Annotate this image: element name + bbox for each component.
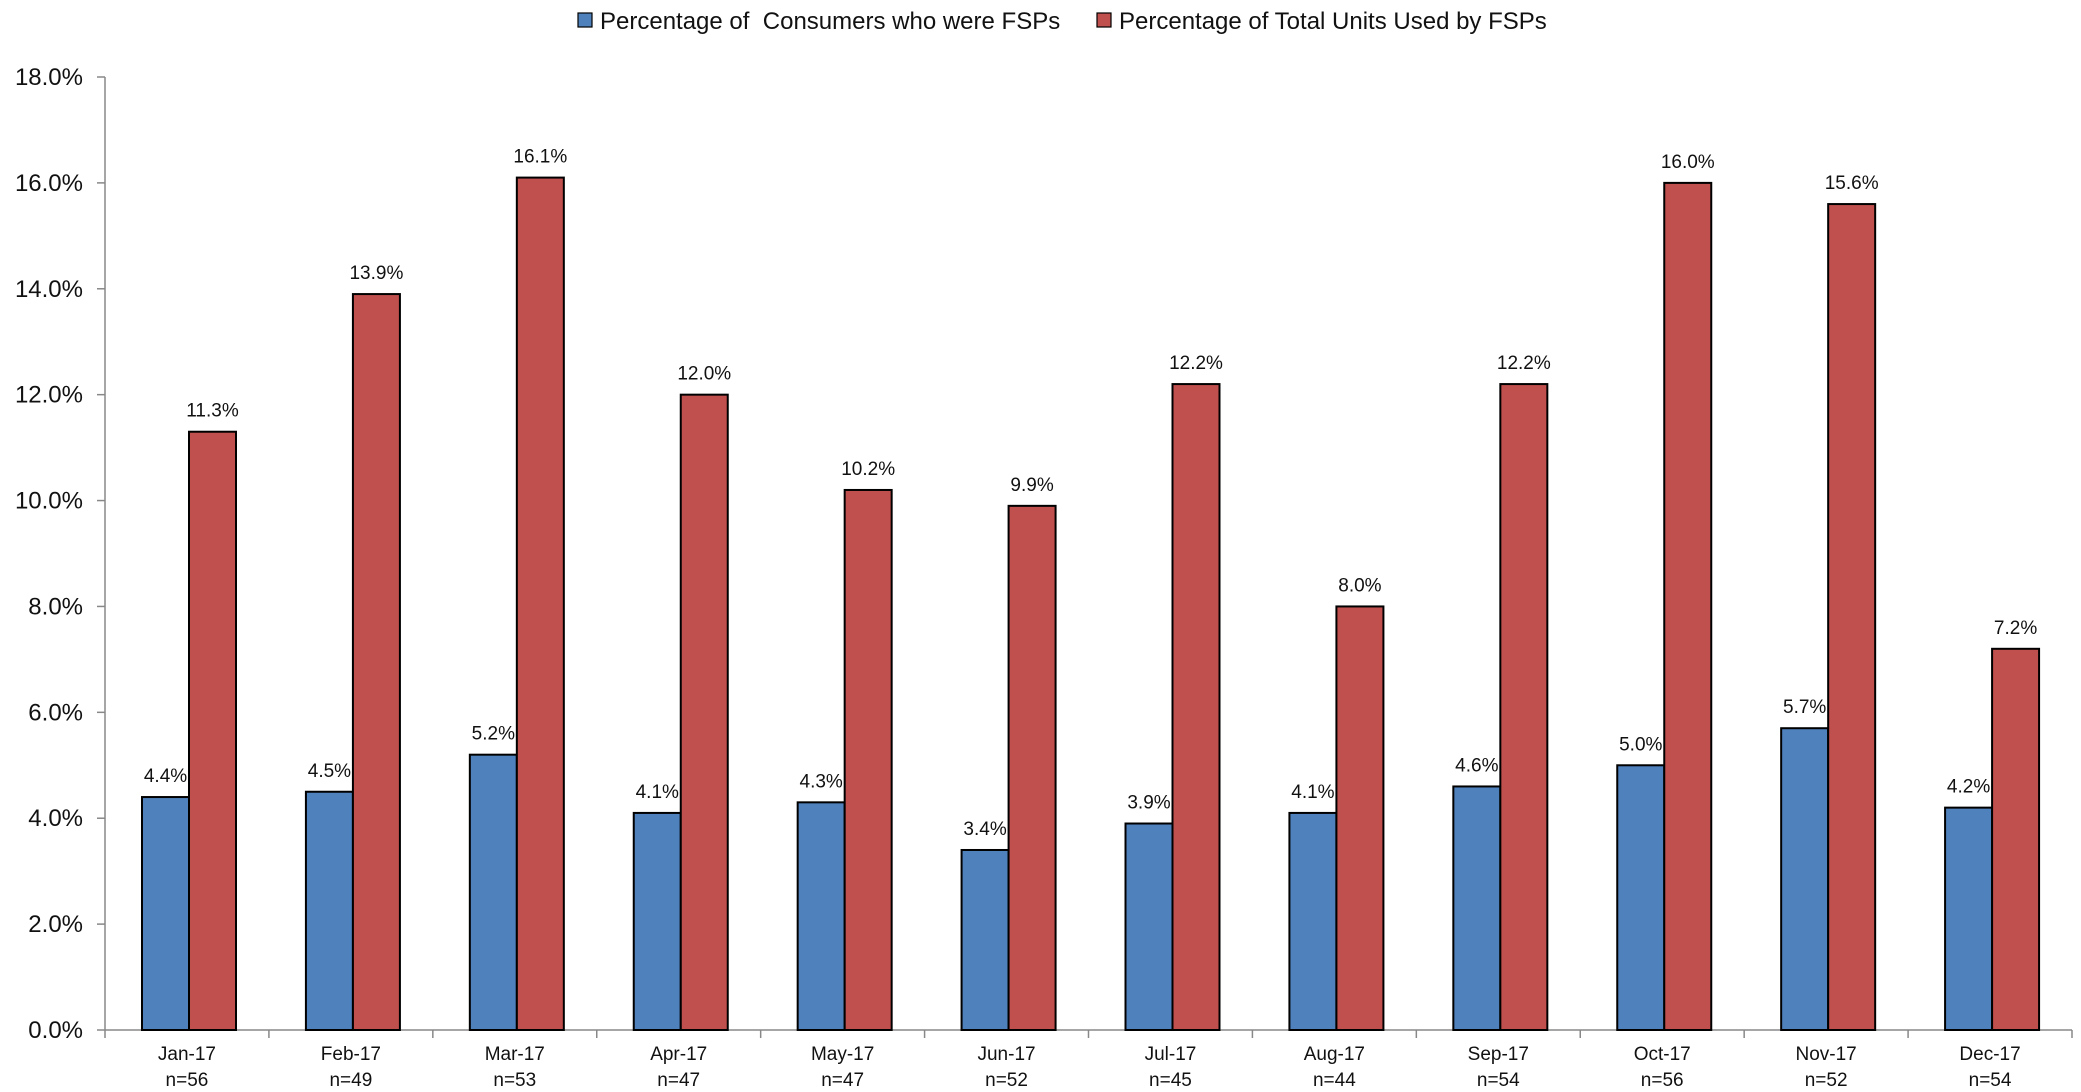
y-tick-label: 16.0% xyxy=(15,170,83,197)
x-category-sublabel: n=45 xyxy=(1149,1070,1192,1091)
bar-units xyxy=(1335,605,1385,1031)
x-category-sublabel: n=56 xyxy=(1641,1070,1684,1091)
bar-units xyxy=(1499,383,1549,1032)
bars xyxy=(141,176,2041,1032)
bar-consumers xyxy=(1616,764,1666,1031)
bar-units xyxy=(843,488,893,1031)
x-category-label: Nov-17 xyxy=(1796,1044,1857,1065)
x-category-label: Dec-17 xyxy=(1959,1044,2020,1065)
x-category-sublabel: n=47 xyxy=(821,1070,864,1091)
x-category-label: Oct-17 xyxy=(1634,1044,1691,1065)
bar-consumers xyxy=(1944,806,1994,1032)
data-label: 8.0% xyxy=(1338,575,1381,596)
data-label: 4.6% xyxy=(1455,755,1498,776)
bar-consumers xyxy=(1288,811,1338,1032)
x-category-label: Feb-17 xyxy=(321,1044,381,1065)
data-label: 4.3% xyxy=(800,771,843,792)
x-category-sublabel: n=44 xyxy=(1313,1070,1356,1091)
bar-consumers xyxy=(796,801,846,1031)
x-category-label: May-17 xyxy=(811,1044,874,1065)
x-category-label: Jul-17 xyxy=(1145,1044,1197,1065)
data-label: 5.0% xyxy=(1619,734,1662,755)
bar-consumers xyxy=(1780,727,1830,1031)
bar-units xyxy=(1991,647,2041,1031)
bar-units xyxy=(1663,181,1713,1031)
data-label: 7.2% xyxy=(1994,618,2037,639)
y-tick-label: 4.0% xyxy=(28,805,83,832)
y-tick-label: 18.0% xyxy=(15,64,83,91)
bar-consumers xyxy=(141,796,190,1031)
legend: Percentage of Consumers who were FSPs Per… xyxy=(577,8,1547,35)
y-tick-label: 6.0% xyxy=(28,699,83,726)
legend-swatch-units xyxy=(1096,12,1112,28)
bar-units xyxy=(1007,504,1057,1032)
y-tick-label: 8.0% xyxy=(28,593,83,620)
data-label: 4.1% xyxy=(1291,782,1334,803)
data-label: 4.4% xyxy=(144,766,187,787)
data-label: 15.6% xyxy=(1825,173,1879,194)
y-tick-label: 0.0% xyxy=(28,1017,83,1044)
data-label: 12.0% xyxy=(677,364,731,385)
y-tick-label: 14.0% xyxy=(15,276,83,303)
data-label: 5.7% xyxy=(1783,697,1826,718)
x-category-sublabel: n=52 xyxy=(1805,1070,1848,1091)
bar-consumers xyxy=(1124,822,1174,1031)
bar-consumers xyxy=(304,790,354,1031)
y-tick-label: 2.0% xyxy=(28,911,83,938)
x-category-sublabel: n=47 xyxy=(657,1070,700,1091)
data-label: 3.4% xyxy=(963,819,1006,840)
bar-units xyxy=(188,430,237,1031)
bar-units xyxy=(515,176,565,1032)
x-category-sublabel: n=53 xyxy=(493,1070,536,1091)
data-label: 13.9% xyxy=(349,263,403,284)
x-category-label: Apr-17 xyxy=(650,1044,707,1065)
x-category-sublabel: n=49 xyxy=(329,1070,372,1091)
data-label: 11.3% xyxy=(186,401,239,422)
bar-consumers xyxy=(632,811,682,1032)
x-category-sublabel: n=52 xyxy=(985,1070,1028,1091)
bar-units xyxy=(1827,203,1877,1032)
y-tick-label: 10.0% xyxy=(15,488,83,515)
bar-units xyxy=(1171,383,1221,1032)
data-label: 9.9% xyxy=(1010,475,1053,496)
data-label: 3.9% xyxy=(1127,793,1170,814)
x-category-sublabel: n=54 xyxy=(1969,1070,2012,1091)
bar-units xyxy=(679,393,729,1031)
x-category-sublabel: n=54 xyxy=(1477,1070,1520,1091)
bar-consumers xyxy=(1452,785,1502,1032)
legend-label-units: Percentage of Total Units Used by FSPs xyxy=(1119,8,1547,35)
axes: 0.0% 2.0% 4.0% 6.0% 8.0% 10.0% 12.0% 14.0% 16.0%… xyxy=(15,64,2073,1091)
data-label: 10.2% xyxy=(841,459,895,480)
y-tick-label: 12.0% xyxy=(15,382,83,409)
data-label: 16.1% xyxy=(513,147,567,168)
bar-units xyxy=(351,293,401,1032)
data-label: 4.1% xyxy=(636,782,679,803)
x-category-sublabel: n=56 xyxy=(166,1070,209,1091)
x-category-label: Mar-17 xyxy=(485,1044,545,1065)
data-label: 16.0% xyxy=(1661,152,1715,173)
x-category-label: Sep-17 xyxy=(1468,1044,1529,1065)
x-category-label: Aug-17 xyxy=(1304,1044,1365,1065)
data-label: 12.2% xyxy=(1497,353,1551,374)
data-label: 4.2% xyxy=(1947,777,1990,798)
bar-consumers xyxy=(468,753,518,1031)
data-labels: 4.4% 4.5% 5.2% 4.1% 4.3% 3.4% 3.9% 4.1% 4.6% 5.0%… xyxy=(144,147,2037,840)
x-category-label: Jun-17 xyxy=(977,1044,1035,1065)
data-label: 4.5% xyxy=(308,761,351,782)
legend-swatch-consumers xyxy=(577,12,593,28)
data-label: 12.2% xyxy=(1169,353,1223,374)
legend-label-consumers: Percentage of Consumers who were FSPs xyxy=(600,8,1060,35)
x-category-label: Jan-17 xyxy=(158,1044,216,1065)
bar-consumers xyxy=(960,848,1010,1031)
data-label: 5.2% xyxy=(472,724,515,745)
